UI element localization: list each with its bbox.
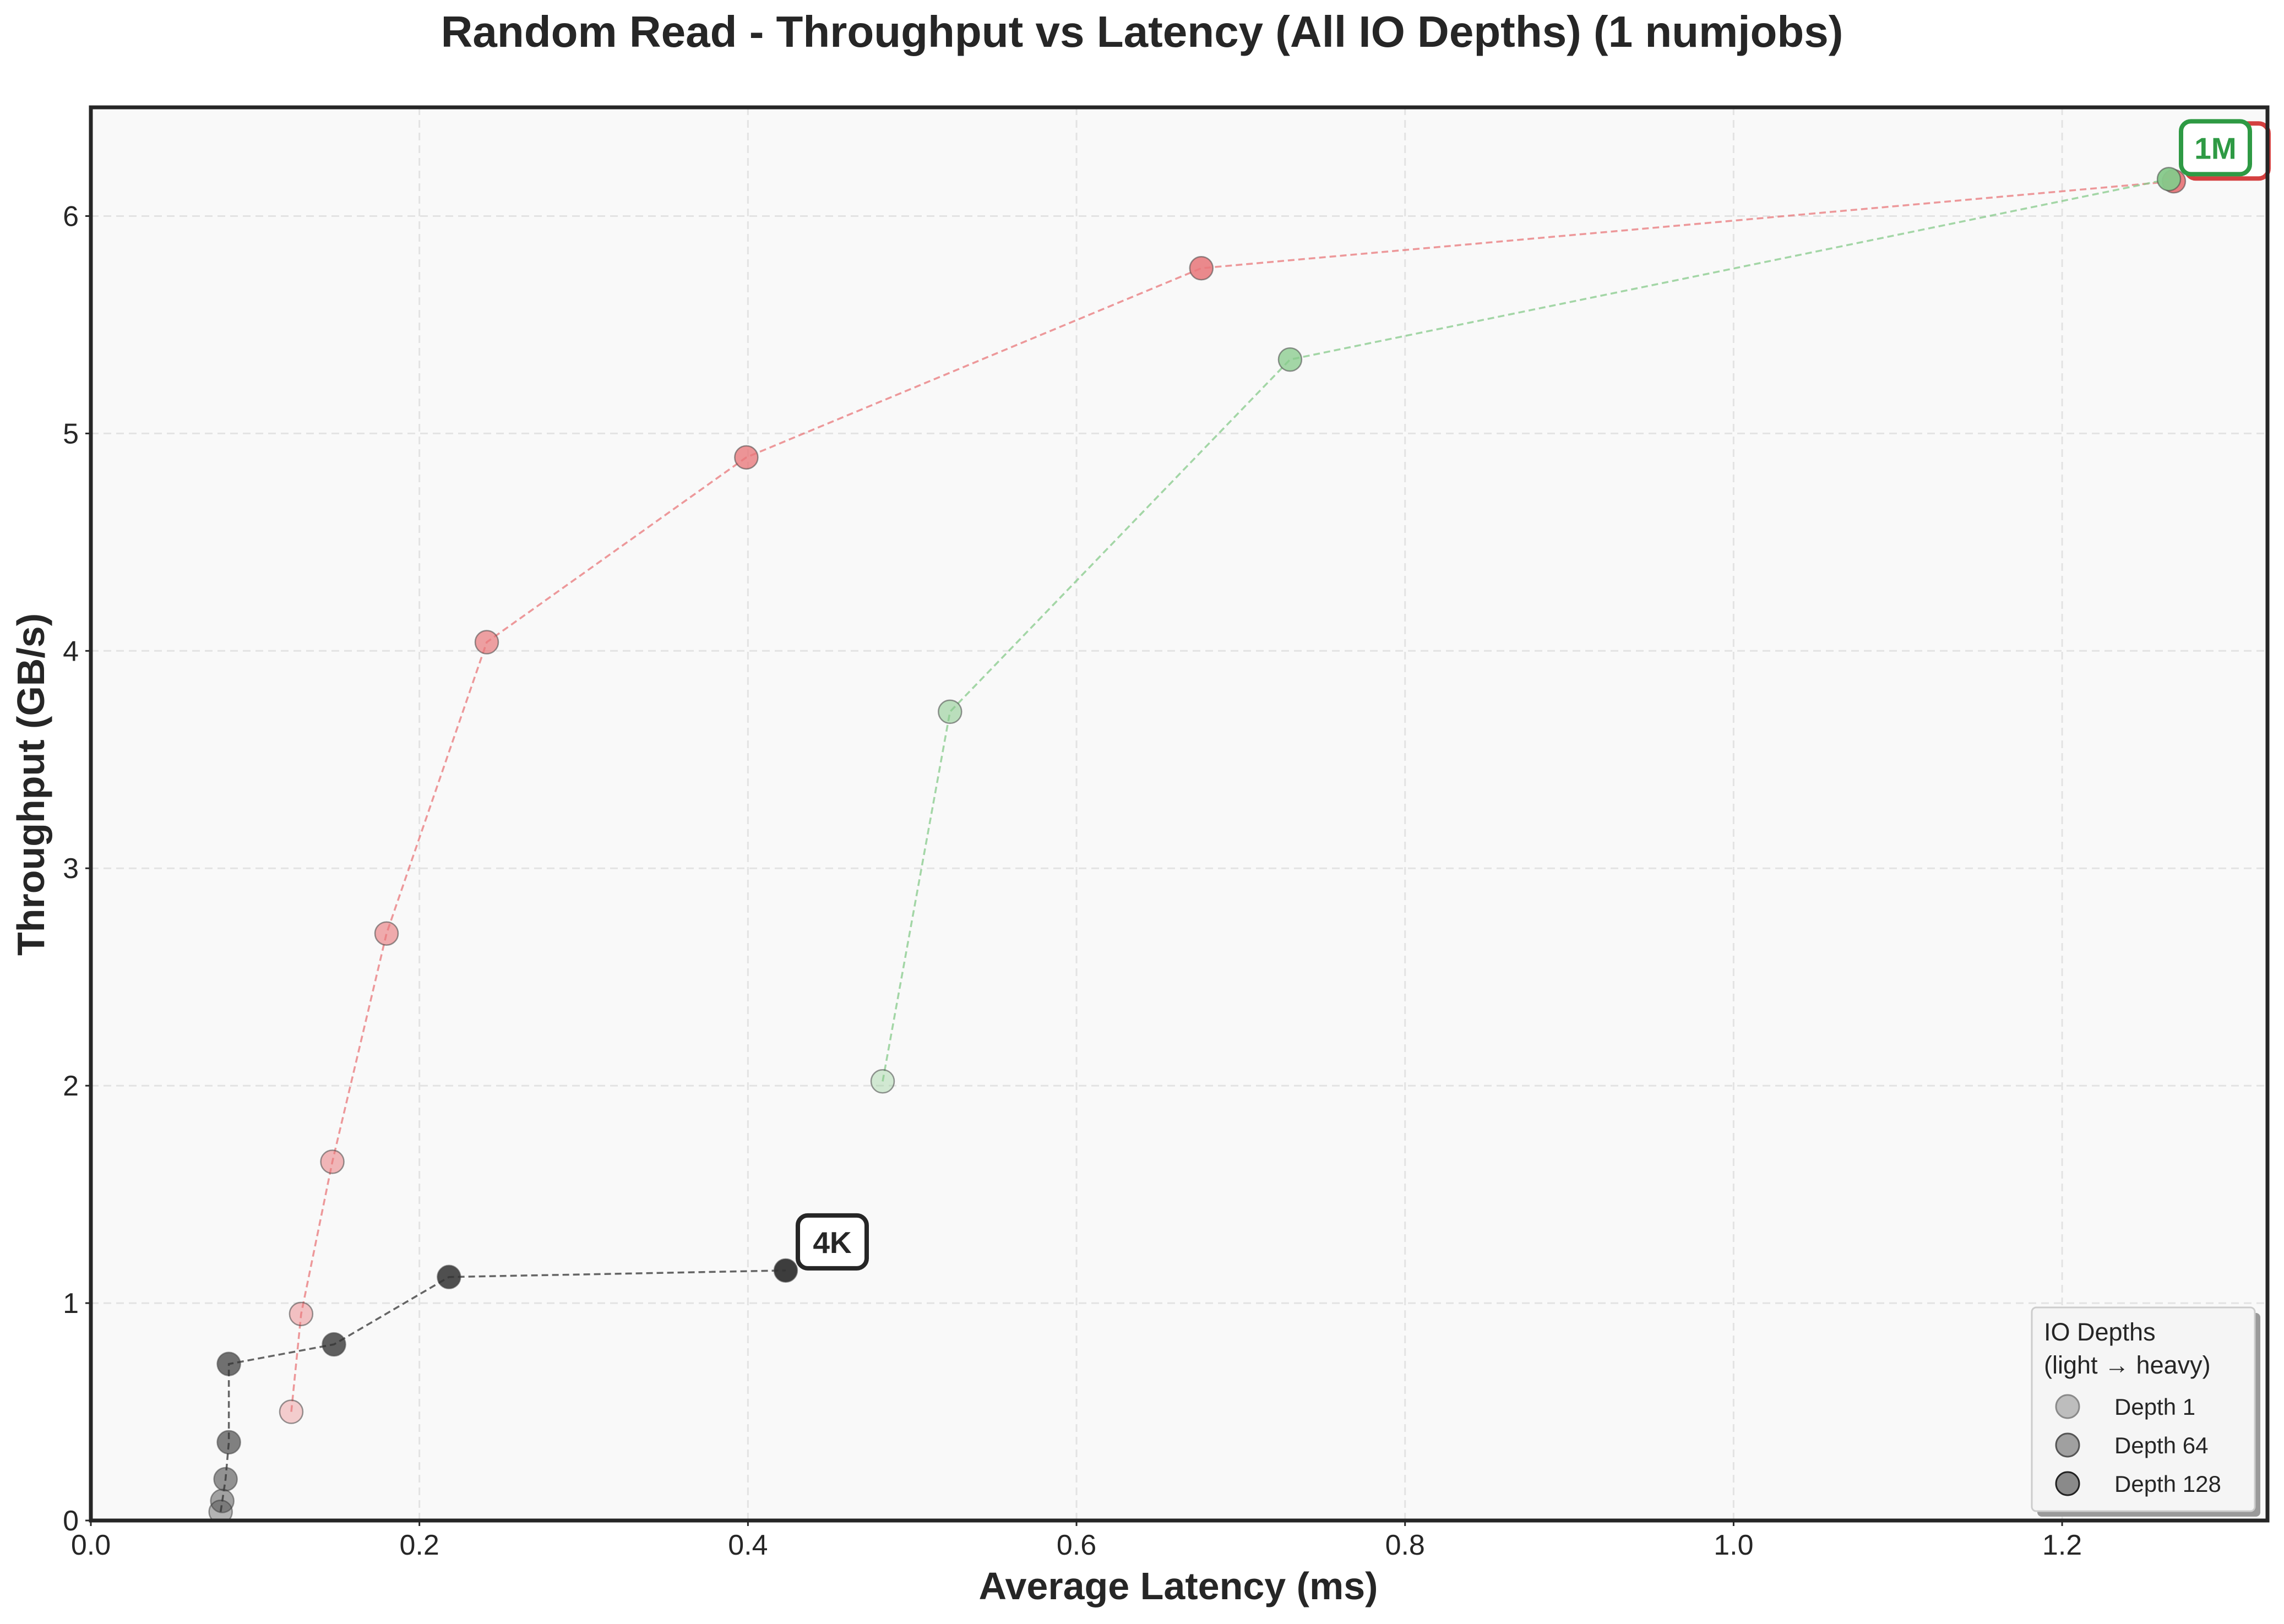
data-point [1277, 347, 1303, 372]
data-point [734, 445, 759, 470]
data-point [773, 1258, 798, 1283]
legend-marker [2055, 1394, 2080, 1419]
data-point [289, 1301, 314, 1327]
data-point [213, 1467, 238, 1492]
data-point [216, 1430, 241, 1455]
plot-background [91, 107, 2267, 1521]
data-point [279, 1399, 304, 1424]
annotation-label: 1M [2194, 131, 2236, 165]
data-point [870, 1069, 895, 1094]
data-point [474, 630, 499, 655]
data-layer [208, 167, 2187, 1521]
legend-entry: Depth 1 [2114, 1394, 2195, 1420]
x-tick-label: 1.0 [1714, 1529, 1753, 1561]
data-point [210, 1489, 235, 1513]
y-tick-label: 2 [63, 1070, 79, 1102]
data-point [322, 1332, 346, 1357]
y-tick-label: 6 [63, 200, 79, 232]
data-point [208, 1499, 233, 1521]
x-tick-label: 0.4 [728, 1529, 768, 1561]
series-line [882, 178, 2169, 1082]
data-point [374, 921, 399, 946]
x-tick-label: 1.2 [2042, 1529, 2082, 1561]
x-tick-label: 0.0 [71, 1529, 111, 1561]
x-tick-label: 0.6 [1057, 1529, 1096, 1561]
annotation-box [2178, 119, 2252, 177]
legend: IO Depths (light → heavy) Depth 1 Depth 64 D… [2031, 1306, 2260, 1517]
data-point [320, 1149, 345, 1174]
legend-frame [2031, 1306, 2256, 1512]
legend-title: IO Depths [2044, 1318, 2156, 1346]
legend-entry: Depth 128 [2114, 1471, 2221, 1497]
annotation-label: 4K [813, 1225, 852, 1260]
axes-frame [89, 105, 2270, 1523]
legend-entry: Depth 64 [2114, 1432, 2208, 1458]
x-tick-label: 0.2 [400, 1529, 439, 1561]
legend-marker [2055, 1471, 2080, 1496]
data-point [1189, 255, 1214, 281]
y-tick-label: 4 [63, 635, 79, 667]
plot-area: 0.0 0.2 0.4 0.6 0.8 1.0 1.2 0 1 2 3 4 5 6 4K 1M [63, 105, 2271, 1561]
legend-subtitle: (light → heavy) [2044, 1351, 2211, 1379]
y-tick-label: 0 [63, 1505, 79, 1537]
y-tick-label: 5 [63, 418, 79, 450]
legend-marker [2055, 1432, 2080, 1458]
x-tick-label: 0.8 [1385, 1529, 1425, 1561]
series-line [219, 1269, 786, 1512]
chart-title: Random Read - Throughput vs Latency (All… [441, 7, 1843, 56]
data-point [216, 1351, 241, 1376]
y-tick-label: 1 [63, 1288, 79, 1320]
annotation-box [795, 1213, 869, 1271]
series-line [290, 180, 2174, 1412]
y-tick-label: 3 [63, 853, 79, 885]
data-point [2156, 167, 2182, 192]
data-point [938, 699, 962, 724]
data-point [437, 1265, 461, 1289]
y-axis-label: Throughput (GB/s) [9, 613, 52, 956]
x-axis-label: Average Latency (ms) [979, 1565, 1378, 1607]
